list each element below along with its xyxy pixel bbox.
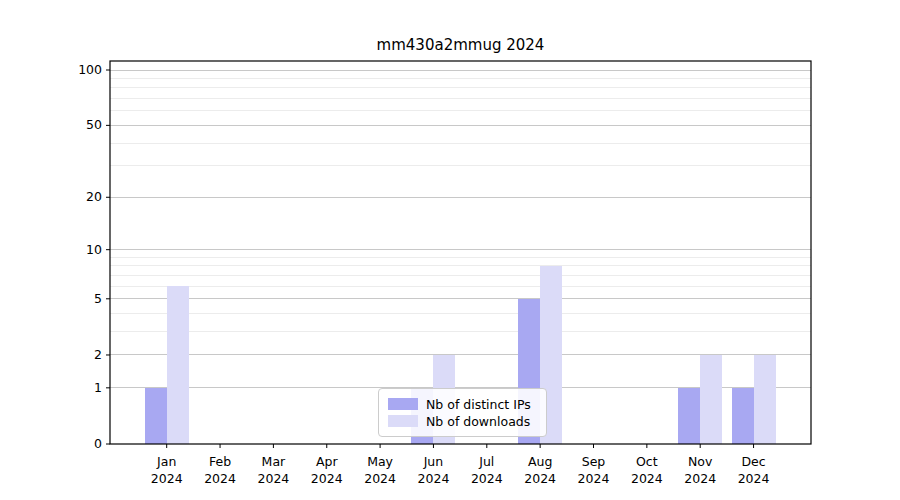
- xtick-label-Nov: Nov2024: [684, 454, 716, 486]
- bar-downloads-Jan: [167, 286, 189, 444]
- legend: Nb of distinct IPs Nb of downloads: [378, 388, 547, 437]
- xtick-label-Jun: Jun2024: [418, 454, 450, 486]
- legend-swatch-1: [388, 415, 418, 427]
- ytick-label-20: 20: [86, 189, 102, 204]
- ytick-label-5: 5: [94, 291, 102, 306]
- xtick-label-Dec: Dec2024: [738, 454, 770, 486]
- legend-item-downloads: Nb of downloads: [388, 413, 536, 429]
- ytick-label-2: 2: [94, 347, 102, 362]
- bar-downloads-Dec: [754, 355, 776, 444]
- legend-swatch-0: [388, 398, 418, 410]
- bar-distinct-ips-Nov: [678, 388, 700, 444]
- xtick-label-Feb: Feb2024: [204, 454, 236, 486]
- xtick-label-Aug: Aug2024: [524, 454, 556, 486]
- ytick-label-100: 100: [78, 62, 102, 77]
- ytick-label-50: 50: [86, 117, 102, 132]
- bar-downloads-Nov: [700, 355, 722, 444]
- xtick-label-Jul: Jul2024: [471, 454, 503, 486]
- ytick-label-10: 10: [86, 242, 102, 257]
- legend-label-1: Nb of downloads: [426, 414, 530, 429]
- legend-label-0: Nb of distinct IPs: [426, 397, 531, 412]
- ytick-label-0: 0: [94, 436, 102, 451]
- xtick-label-Mar: Mar2024: [257, 454, 289, 486]
- xtick-label-Apr: Apr2024: [311, 454, 343, 486]
- legend-item-distinct-ips: Nb of distinct IPs: [388, 396, 536, 412]
- bar-distinct-ips-Dec: [732, 388, 754, 444]
- xtick-label-Jan: Jan2024: [151, 454, 183, 486]
- xtick-label-Sep: Sep2024: [578, 454, 610, 486]
- xtick-label-Oct: Oct2024: [631, 454, 663, 486]
- ytick-label-1: 1: [94, 380, 102, 395]
- figure: mm430a2mmug 2024 0125102050100Jan2024Feb…: [0, 0, 900, 500]
- xtick-label-May: May2024: [364, 454, 396, 486]
- bar-distinct-ips-Jan: [145, 388, 167, 444]
